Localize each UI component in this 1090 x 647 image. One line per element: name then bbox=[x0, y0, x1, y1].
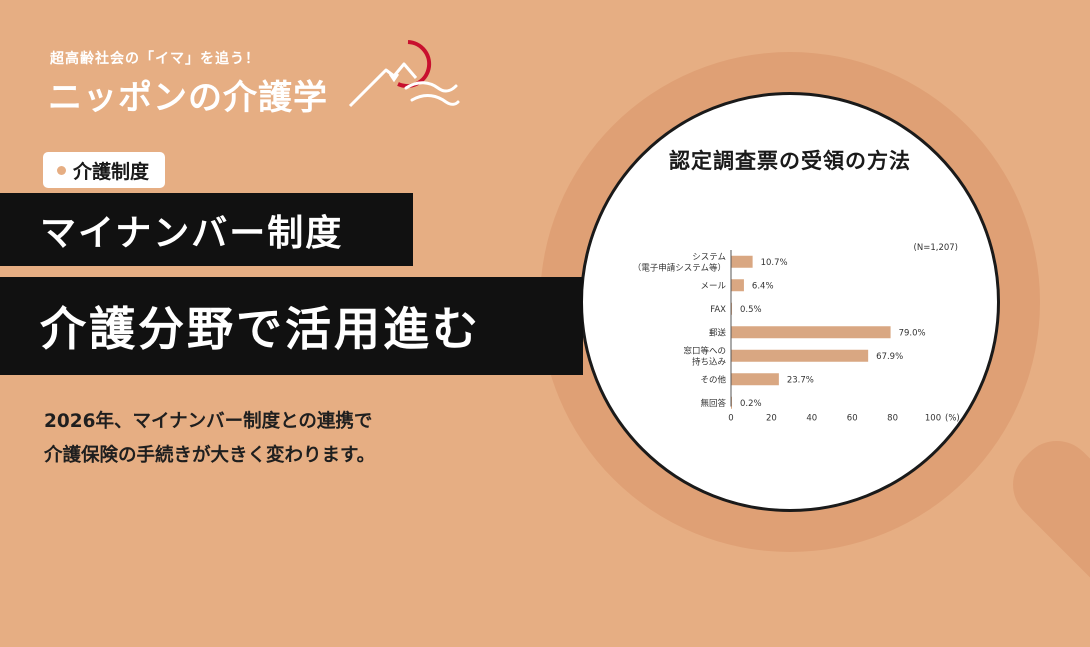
chart-title: 認定調査票の受領の方法 bbox=[669, 149, 911, 173]
category-label: その他 bbox=[700, 374, 726, 385]
headline-line-1: マイナンバー制度 bbox=[0, 193, 413, 266]
category-label: 窓口等への bbox=[683, 345, 726, 356]
x-tick-label: 40 bbox=[806, 414, 817, 424]
bar bbox=[731, 302, 733, 315]
x-tick-label: 20 bbox=[766, 414, 777, 424]
category-label: システム bbox=[692, 252, 726, 262]
category-label: 持ち込み bbox=[692, 356, 727, 367]
x-tick-label: 100 bbox=[925, 414, 941, 424]
category-badge: 介護制度 bbox=[43, 152, 166, 188]
bar-chart: (N=1,207) システム（電子申請システム等） 10.7% メール 6.4% FAX 0… bbox=[633, 243, 960, 424]
category-label: （電子申請システム等） bbox=[633, 262, 726, 273]
value-label: 0.5% bbox=[740, 305, 762, 315]
description-line-1: 2026年、マイナンバー制度との連携で bbox=[44, 411, 373, 432]
description-line-2: 介護保険の手続きが大きく変わります。 bbox=[44, 445, 376, 466]
category-label: メール bbox=[700, 281, 726, 291]
dot-icon bbox=[57, 165, 66, 175]
bar bbox=[731, 349, 869, 362]
headline-line-2: 介護分野で活用進む bbox=[0, 277, 583, 375]
brand-title: ニッポンの介護学 bbox=[48, 78, 328, 118]
value-label: 67.9% bbox=[876, 352, 903, 362]
category-label: FAX bbox=[710, 305, 726, 315]
value-label: 0.2% bbox=[740, 399, 762, 409]
brand-tagline: 超高齢社会の「イマ」を追う！ bbox=[50, 51, 260, 67]
page: 超高齢社会の「イマ」を追う！ ニッポンの介護学 介護制度 マイナンバー制度 介護… bbox=[0, 40, 1090, 647]
x-tick-label: 80 bbox=[887, 414, 898, 424]
category-label: 介護制度 bbox=[73, 160, 150, 183]
x-tick-label: 60 bbox=[847, 414, 858, 424]
x-tick-label: 0 bbox=[728, 414, 733, 424]
description: 2026年、マイナンバー制度との連携で 介護保険の手続きが大きく変わります。 bbox=[44, 405, 544, 473]
mount-fuji-sunrise-icon bbox=[348, 40, 460, 108]
bar bbox=[731, 255, 753, 268]
bar bbox=[731, 373, 779, 386]
value-label: 10.7% bbox=[761, 258, 788, 268]
headline-text-2: 介護分野で活用進む bbox=[40, 302, 481, 356]
value-label: 6.4% bbox=[752, 281, 774, 291]
category-label: 無回答 bbox=[700, 398, 726, 409]
value-label: 23.7% bbox=[787, 375, 814, 385]
chart-note: (N=1,207) bbox=[914, 243, 958, 253]
bar bbox=[731, 279, 744, 292]
bar bbox=[731, 326, 891, 339]
category-label: 郵送 bbox=[709, 327, 727, 338]
value-label: 79.0% bbox=[899, 328, 926, 338]
headline-text-1: マイナンバー制度 bbox=[40, 212, 344, 254]
magnifier-lens bbox=[580, 92, 1000, 512]
x-unit-label: (%) bbox=[945, 414, 960, 424]
